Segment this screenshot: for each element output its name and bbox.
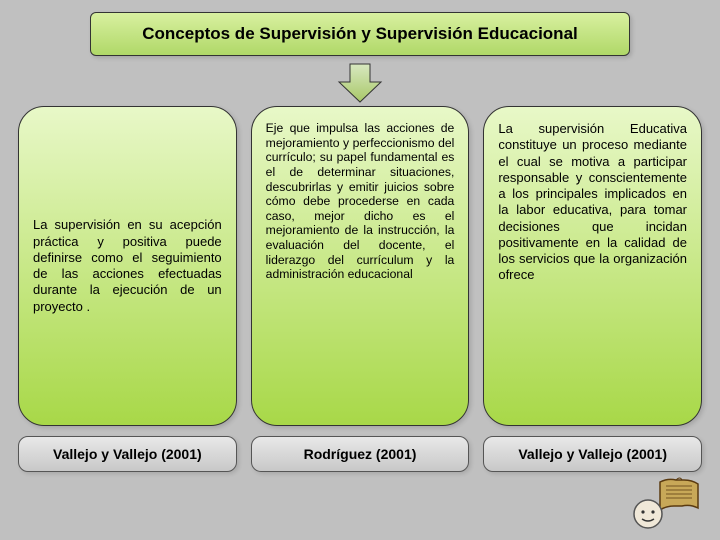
down-arrow-icon: [335, 62, 385, 104]
title-text: Conceptos de Supervisión y Supervisión E…: [142, 24, 578, 44]
citation-2: Rodríguez (2001): [304, 446, 417, 462]
column-3: La supervisión Educativa constituye un p…: [483, 106, 702, 472]
concept-card-3: La supervisión Educativa constituye un p…: [483, 106, 702, 426]
column-1: La supervisión en su acepción práctica y…: [18, 106, 237, 472]
citation-box-3: Vallejo y Vallejo (2001): [483, 436, 702, 472]
concept-text-2: Eje que impulsa las acciones de mejorami…: [266, 121, 455, 282]
citation-box-1: Vallejo y Vallejo (2001): [18, 436, 237, 472]
book-face-icon: [626, 476, 706, 532]
column-2: Eje que impulsa las acciones de mejorami…: [251, 106, 470, 472]
concept-card-2: Eje que impulsa las acciones de mejorami…: [251, 106, 470, 426]
columns-container: La supervisión en su acepción práctica y…: [18, 106, 702, 472]
concept-text-3: La supervisión Educativa constituye un p…: [498, 121, 687, 284]
title-box: Conceptos de Supervisión y Supervisión E…: [90, 12, 630, 56]
citation-box-2: Rodríguez (2001): [251, 436, 470, 472]
concept-card-1: La supervisión en su acepción práctica y…: [18, 106, 237, 426]
citation-1: Vallejo y Vallejo (2001): [53, 446, 202, 462]
concept-text-1: La supervisión en su acepción práctica y…: [33, 217, 222, 315]
citation-3: Vallejo y Vallejo (2001): [518, 446, 667, 462]
